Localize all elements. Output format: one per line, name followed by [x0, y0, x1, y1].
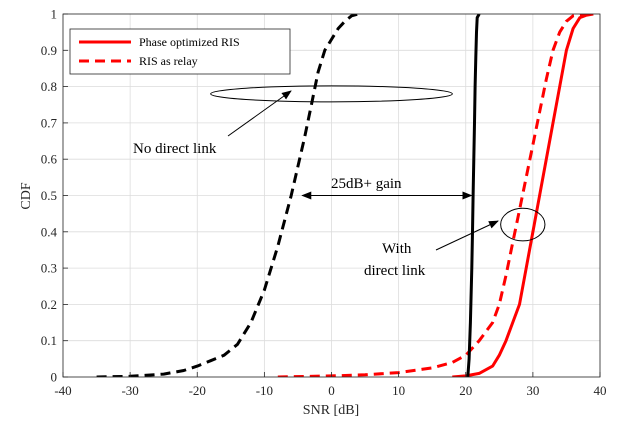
annotation-direct-link: direct link: [364, 263, 426, 279]
y-axis-title: CDF: [19, 182, 34, 209]
legend-label-0: Phase optimized RIS: [139, 35, 240, 49]
arrow-no-direct-link: [227, 90, 292, 137]
y-tick-label: 0.4: [41, 224, 58, 239]
y-tick-label: 0.8: [41, 79, 57, 94]
x-tick-label: -30: [121, 383, 138, 398]
y-tick-label: 0.9: [41, 43, 57, 58]
x-tick-label: 20: [459, 383, 472, 398]
annotation-with: With: [382, 241, 412, 257]
series-line-0-direct-link-solid: [452, 14, 594, 377]
y-tick-label: 0.3: [41, 261, 57, 276]
legend-box: [69, 28, 291, 75]
x-tick-label: -10: [256, 383, 273, 398]
arrow-with-direct-link: [435, 220, 499, 251]
y-tick-label: 1: [51, 7, 58, 22]
series-line-1-direct-link-dashed: [277, 14, 594, 377]
annotation-gain: 25dB+ gain: [331, 176, 402, 192]
y-tick-label: 0.5: [41, 188, 57, 203]
y-tick-label: 0: [51, 370, 58, 385]
tick-group: -40 -30 -20 -10 0 10 20 30 40 0 0.1 0.2 0.3 0.4 0.5 0.6…: [41, 7, 607, 399]
series-group: [96, 14, 594, 377]
annotation-no-direct-link: No direct link: [133, 141, 217, 157]
x-tick-label: 40: [594, 383, 607, 398]
legend: Phase optimized RIS RIS as relay: [69, 28, 291, 75]
x-tick-label: 30: [526, 383, 539, 398]
x-tick-label: 0: [328, 383, 335, 398]
highlight-ellipse-0: [210, 85, 453, 103]
y-tick-label: 0.6: [41, 152, 58, 167]
y-tick-label: 0.1: [41, 333, 57, 348]
legend-label-1: RIS as relay: [139, 54, 198, 68]
x-tick-label: 10: [392, 383, 405, 398]
x-axis-title: SNR [dB]: [303, 403, 359, 418]
ellipse-group: [210, 85, 546, 242]
y-tick-label: 0.7: [41, 115, 58, 130]
x-tick-label: -40: [54, 383, 71, 398]
x-tick-label: -20: [189, 383, 206, 398]
annotation-group: No direct link 25dB+ gain With direct li…: [133, 85, 546, 279]
y-tick-label: 0.2: [41, 297, 57, 312]
series-line-2-direct-link-solid: [466, 14, 481, 377]
highlight-ellipse-1: [500, 207, 546, 242]
